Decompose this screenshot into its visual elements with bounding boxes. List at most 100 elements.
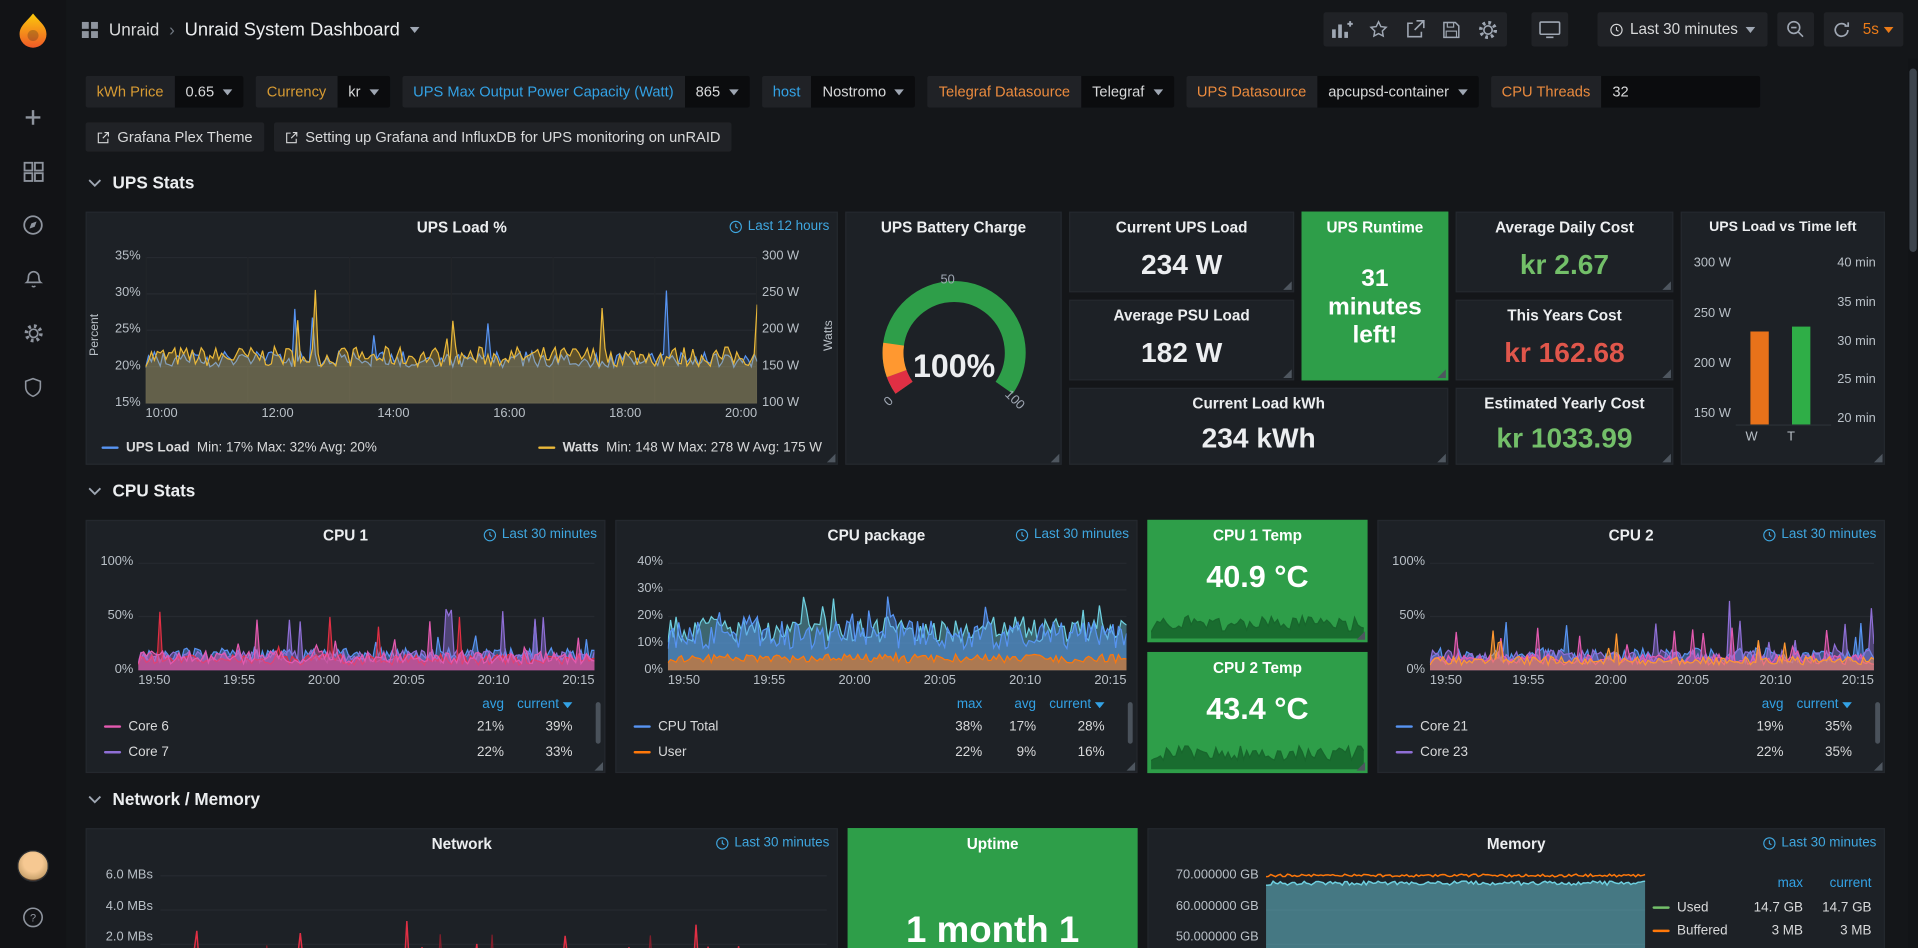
bar-w[interactable] bbox=[1750, 331, 1769, 425]
legend-row[interactable]: Core 6 21% 39% bbox=[87, 719, 604, 734]
legend-scrollbar[interactable] bbox=[1875, 702, 1881, 744]
panel-resize-handle[interactable] bbox=[1662, 453, 1671, 463]
panel-time-override[interactable]: Last 12 hours bbox=[729, 219, 829, 234]
panel-resize-handle[interactable] bbox=[1873, 762, 1883, 771]
legend-sort-max[interactable]: max bbox=[956, 697, 983, 712]
legend-sort-avg[interactable]: avg bbox=[1014, 697, 1037, 712]
panel-resize-handle[interactable] bbox=[1356, 762, 1366, 771]
create-icon[interactable] bbox=[18, 104, 47, 131]
variable-value-dropdown[interactable]: 0.65 bbox=[174, 75, 244, 108]
explore-icon[interactable] bbox=[18, 212, 47, 239]
dashboard-picker-caret-icon[interactable] bbox=[409, 26, 420, 33]
legend-sort-current[interactable]: current bbox=[1783, 697, 1852, 712]
cpu-threads-input[interactable] bbox=[1601, 75, 1761, 108]
panel-header[interactable]: UPS Load vs Time left bbox=[1709, 220, 1857, 235]
dashboards-icon[interactable] bbox=[18, 158, 47, 185]
time-range-button[interactable]: Last 30 minutes bbox=[1596, 12, 1768, 47]
legend-sort-max[interactable]: max bbox=[1777, 875, 1804, 891]
panel-time-override[interactable]: Last 30 minutes bbox=[1763, 527, 1876, 542]
alerting-icon[interactable] bbox=[18, 265, 47, 292]
panel-resize-handle[interactable] bbox=[1356, 631, 1366, 640]
memory-chart[interactable] bbox=[1266, 866, 1646, 948]
panel-header[interactable]: Uptime bbox=[966, 835, 1019, 853]
panel-header[interactable]: Average Daily Cost bbox=[1495, 218, 1634, 237]
panel-header[interactable]: Network Last 30 minutes bbox=[431, 835, 830, 853]
panel-header[interactable]: This Years Cost bbox=[1507, 307, 1622, 325]
legend-watts[interactable]: Watts Min: 148 W Max: 278 W Avg: 175 W bbox=[538, 440, 822, 455]
panel-header[interactable]: CPU 1 Temp bbox=[1212, 527, 1302, 545]
panel-header[interactable]: Average PSU Load bbox=[1113, 307, 1250, 325]
server-admin-icon[interactable] bbox=[18, 373, 47, 400]
legend-row[interactable]: Used 14.7 GB 14.7 GB bbox=[1652, 900, 1872, 915]
panel-header[interactable]: Current UPS Load bbox=[1115, 218, 1248, 237]
legend-row[interactable]: Core 23 22% 35% bbox=[1379, 745, 1884, 760]
dashboard-settings-button[interactable] bbox=[1470, 12, 1507, 46]
legend-row[interactable]: CPU Total 38% 17% 28% bbox=[616, 719, 1136, 734]
avatar[interactable] bbox=[17, 850, 49, 882]
page-title[interactable]: Unraid System Dashboard bbox=[184, 18, 400, 40]
panel-header[interactable]: Memory Last 30 minutes bbox=[1486, 835, 1877, 853]
panel-time-override[interactable]: Last 30 minutes bbox=[1763, 835, 1876, 850]
add-panel-button[interactable] bbox=[1323, 12, 1360, 46]
variable-value-dropdown[interactable]: Nostromo bbox=[811, 75, 916, 108]
panel-resize-handle[interactable] bbox=[1662, 281, 1671, 290]
legend-row[interactable]: Buffered 3 MB 3 MB bbox=[1652, 924, 1872, 938]
legend-scrollbar[interactable] bbox=[595, 702, 601, 744]
legend-row[interactable]: User 22% 9% 16% bbox=[616, 745, 1136, 760]
panel-header[interactable]: CPU 1 Last 30 minutes bbox=[323, 527, 597, 545]
panel-header[interactable]: Estimated Yearly Cost bbox=[1484, 395, 1645, 413]
dashboard-link-ups-guide[interactable]: Setting up Grafana and InfluxDB for UPS … bbox=[273, 122, 732, 152]
legend-row[interactable]: Core 7 22% 33% bbox=[87, 745, 604, 760]
legend-sort-current[interactable]: current bbox=[1036, 697, 1105, 712]
panel-header[interactable]: UPS Battery Charge bbox=[846, 213, 1060, 242]
page-scrollbar[interactable] bbox=[1908, 58, 1918, 948]
zoom-out-button[interactable] bbox=[1777, 12, 1814, 47]
panel-resize-handle[interactable] bbox=[594, 762, 604, 771]
configuration-icon[interactable] bbox=[18, 319, 47, 346]
panel-header[interactable]: CPU package Last 30 minutes bbox=[827, 527, 1130, 545]
help-icon[interactable]: ? bbox=[18, 904, 47, 931]
variable-value-dropdown[interactable]: 865 bbox=[684, 75, 750, 108]
legend-ups-load[interactable]: UPS Load Min: 17% Max: 32% Avg: 20% bbox=[101, 440, 377, 455]
legend-sort-current[interactable]: current bbox=[504, 697, 573, 712]
panel-header[interactable]: UPS Load % Last 12 hours bbox=[87, 213, 837, 242]
legend-sort-avg[interactable]: avg bbox=[482, 697, 504, 712]
panel-resize-handle[interactable] bbox=[1050, 453, 1060, 463]
section-network-memory[interactable]: Network / Memory bbox=[88, 789, 260, 809]
cpu2-chart[interactable] bbox=[1429, 562, 1874, 671]
save-button[interactable] bbox=[1433, 12, 1470, 46]
panel-time-override[interactable]: Last 30 minutes bbox=[1016, 527, 1129, 542]
legend-sort-avg[interactable]: avg bbox=[1761, 697, 1784, 712]
panel-resize-handle[interactable] bbox=[1126, 762, 1136, 771]
star-button[interactable] bbox=[1360, 12, 1397, 46]
cpu-package-chart[interactable] bbox=[667, 562, 1127, 671]
grafana-logo-icon[interactable] bbox=[13, 11, 52, 50]
variable-value-dropdown[interactable]: Telegraf bbox=[1081, 75, 1174, 108]
variable-value-dropdown[interactable]: apcupsd-container bbox=[1317, 75, 1479, 108]
legend-row[interactable]: Core 21 19% 35% bbox=[1379, 719, 1884, 734]
panel-time-override[interactable]: Last 30 minutes bbox=[484, 527, 597, 542]
panel-resize-handle[interactable] bbox=[826, 453, 836, 463]
share-button[interactable] bbox=[1396, 12, 1433, 46]
panel-header[interactable]: Current Load kWh bbox=[1192, 395, 1325, 413]
legend-sort-current[interactable]: current bbox=[1829, 875, 1872, 891]
panel-header[interactable]: UPS Runtime bbox=[1326, 218, 1424, 237]
panel-resize-handle[interactable] bbox=[1873, 453, 1883, 463]
refresh-button[interactable] bbox=[1824, 12, 1861, 46]
panel-resize-handle[interactable] bbox=[1283, 369, 1292, 378]
panel-resize-handle[interactable] bbox=[1662, 369, 1671, 378]
panel-header[interactable]: CPU 2 Last 30 minutes bbox=[1608, 527, 1877, 545]
panel-header[interactable]: CPU 2 Temp bbox=[1212, 659, 1302, 677]
variable-value-dropdown[interactable]: kr bbox=[337, 75, 390, 108]
panel-resize-handle[interactable] bbox=[1437, 453, 1446, 463]
refresh-interval-button[interactable]: 5s bbox=[1860, 21, 1903, 38]
section-cpu-stats[interactable]: CPU Stats bbox=[88, 481, 195, 500]
scrollbar-thumb[interactable] bbox=[1909, 68, 1917, 252]
legend-scrollbar[interactable] bbox=[1127, 702, 1133, 744]
cycle-view-button[interactable] bbox=[1530, 12, 1568, 47]
ups-load-chart[interactable] bbox=[145, 256, 758, 404]
cpu1-chart[interactable] bbox=[138, 562, 595, 671]
bar-t[interactable] bbox=[1792, 326, 1811, 425]
network-chart[interactable] bbox=[160, 866, 827, 948]
section-ups-stats[interactable]: UPS Stats bbox=[88, 172, 194, 192]
